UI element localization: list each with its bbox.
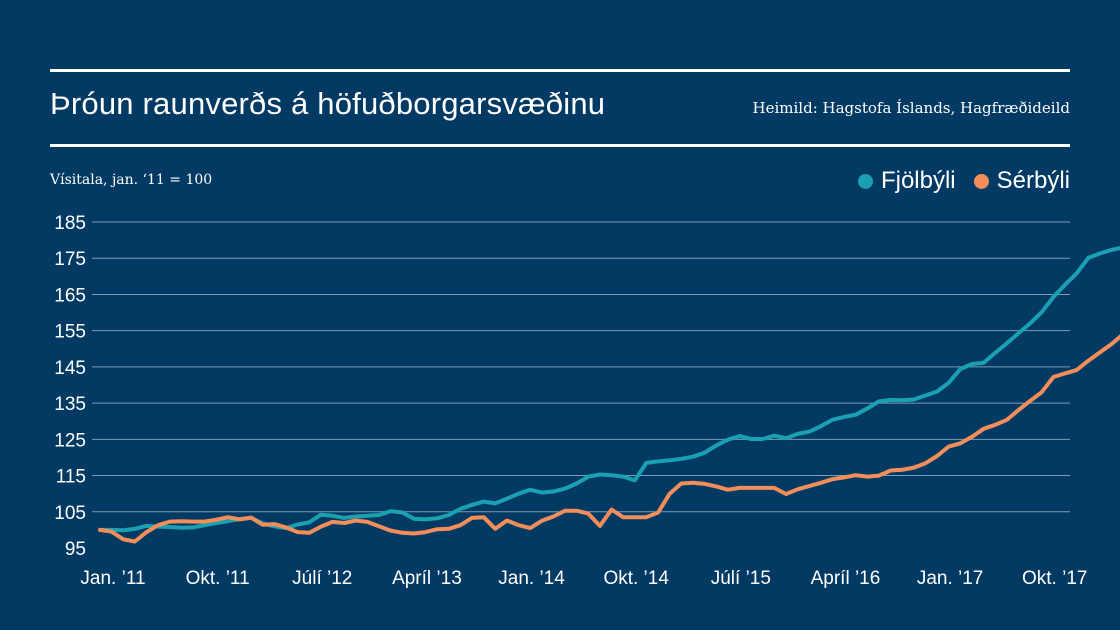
legend-label-serbyli: Sérbýli (996, 167, 1070, 194)
x-tick-label: Okt. ’17 (1022, 568, 1087, 589)
x-tick-label: Apríl ’16 (811, 568, 881, 589)
legend-item-serbyli: Sérbýli (973, 167, 1070, 195)
source-note: Heimild: Hagstofa Íslands, Hagfræðideild (752, 99, 1070, 117)
bottom-rule (50, 144, 1070, 147)
chart-title: Þróun raunverðs á höfuðborgarsvæðinu (50, 86, 606, 121)
series-line-serbyli (98, 334, 1120, 544)
x-tick-label: Jan. ’17 (917, 568, 984, 589)
legend-label-fjolbyli: Fjölbýli (880, 167, 956, 194)
x-tick-label: Júlí ’15 (711, 568, 771, 589)
y-tick-label: 115 (56, 467, 86, 488)
y-tick-label: 145 (54, 358, 86, 379)
legend-swatch-fjolbyli (857, 173, 873, 189)
y-tick-label: 175 (54, 249, 86, 270)
y-tick-labels: 95 105 115 125 135 145 155 165 175 185 (54, 213, 86, 560)
top-rule (50, 69, 1070, 72)
y-tick-label: 105 (54, 503, 86, 524)
y-tick-label: 165 (54, 285, 86, 306)
legend-swatch-serbyli (973, 173, 989, 189)
y-tick-label: 155 (54, 322, 86, 343)
x-tick-labels: Jan. ’11 Okt. ’11 Júlí ’12 Apríl ’13 Jan. ’1… (80, 568, 1087, 589)
x-tick-label: Jan. ’11 (80, 568, 145, 589)
series-lines (98, 246, 1120, 544)
series-line-fjolbyli (98, 246, 1120, 533)
gridlines (92, 221, 1070, 513)
x-tick-label: Okt. ’11 (186, 568, 250, 589)
legend-item-fjolbyli: Fjölbýli (857, 167, 956, 195)
x-tick-label: Apríl ’13 (392, 568, 462, 589)
x-tick-label: Jan. ’14 (498, 568, 565, 589)
legend: Fjölbýli Sérbýli (857, 167, 1070, 195)
y-axis-label: Vísitala, jan. ‘11 = 100 (50, 172, 213, 188)
x-tick-label: Júlí ’12 (292, 568, 352, 589)
y-tick-label: 135 (54, 394, 86, 415)
y-tick-label: 125 (54, 430, 86, 451)
x-tick-label: Okt. ’14 (603, 568, 669, 589)
y-tick-label: 185 (54, 213, 86, 234)
y-tick-label: 95 (65, 539, 86, 560)
